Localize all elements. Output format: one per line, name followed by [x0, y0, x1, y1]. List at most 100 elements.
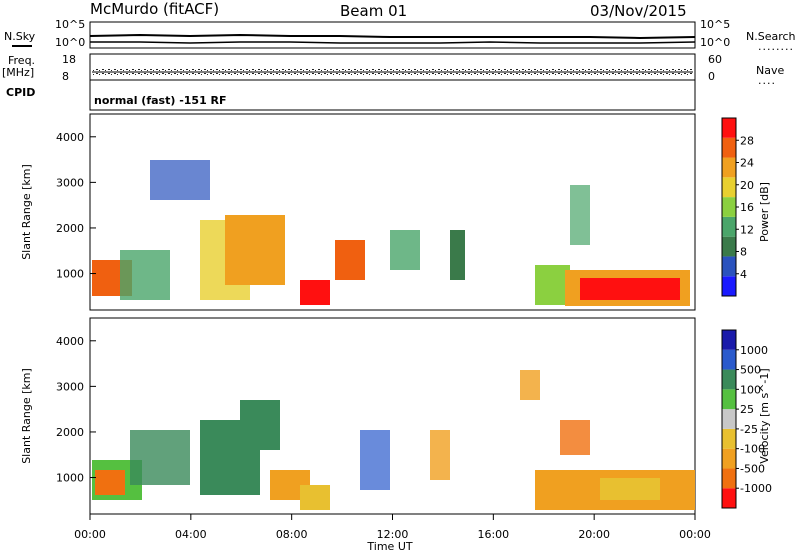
range-tick-label: 3000	[56, 176, 84, 189]
time-tick-label: 12:00	[377, 528, 409, 541]
noise-ticks: 10^5 10^0 10^5 10^0	[55, 18, 730, 49]
station-title: McMurdo (fitACF)	[90, 0, 220, 18]
velocity-echo-5	[240, 400, 280, 450]
velocity-colorbar-tick-label: 1000	[740, 344, 768, 357]
freq-left-tick: 8	[62, 70, 69, 83]
velocity-heatmap	[92, 370, 695, 510]
velocity-colorbar-frame	[721, 329, 737, 509]
velocity-ylabel: Slant Range [km]	[20, 368, 33, 464]
velocity-colorbar-swatch	[722, 448, 736, 469]
time-tick-label: 00:00	[74, 528, 106, 541]
power-colorbar-tick-label: 8	[740, 246, 747, 259]
velocity-echo-9	[430, 430, 450, 480]
velocity-colorbar-swatch	[722, 330, 736, 350]
velocity-colorbar-swatch	[722, 468, 736, 489]
cpid-text: normal (fast) -151 RF	[94, 94, 227, 107]
power-colorbar-swatch	[722, 216, 736, 237]
power-echo-6	[335, 240, 365, 280]
power-ylabel: Slant Range [km]	[20, 164, 33, 260]
velocity-echo-3	[130, 430, 190, 485]
time-tick-label: 04:00	[175, 528, 207, 541]
velocity-colorbar-label: Velocity [m s^-1]	[758, 368, 771, 463]
range-tick-label: 4000	[56, 131, 84, 144]
power-heatmap	[92, 160, 690, 306]
power-colorbar-swatch	[722, 197, 736, 217]
velocity-echo-13	[520, 370, 540, 400]
power-colorbar-swatch	[722, 118, 736, 138]
power-colorbar-tick-label: 28	[740, 134, 754, 147]
noise-right-tick: 10^0	[700, 36, 730, 49]
velocity-yticks: 1000 2000 3000 4000	[56, 335, 96, 485]
power-echo-12	[580, 278, 680, 300]
time-tick-label: 00:00	[679, 528, 711, 541]
x-axis-label: Time UT	[366, 540, 412, 553]
range-tick-label: 2000	[56, 426, 84, 439]
power-echo-8	[390, 230, 420, 270]
noise-left-tick: 10^5	[55, 18, 85, 31]
power-echo-5	[300, 280, 330, 305]
range-tick-label: 1000	[56, 472, 84, 485]
noise-right-tick: 10^5	[700, 18, 730, 31]
power-colorbar-swatch	[722, 256, 736, 277]
power-echo-13	[570, 185, 590, 245]
velocity-colorbar-swatch	[722, 428, 736, 449]
velocity-colorbar-swatch	[722, 488, 736, 508]
freq-ticks: 18 8 60 0	[62, 53, 722, 83]
velocity-colorbar-swatch	[722, 409, 736, 429]
power-echo-2	[120, 250, 170, 300]
power-echo-9	[450, 230, 465, 280]
velocity-echo-2	[95, 470, 125, 495]
velocity-colorbar-swatch	[722, 369, 736, 390]
power-panel-frame	[89, 113, 696, 311]
power-colorbar-swatch	[722, 177, 736, 198]
range-tick-label: 4000	[56, 335, 84, 348]
range-tick-label: 1000	[56, 268, 84, 281]
time-tick-label: 20:00	[578, 528, 610, 541]
velocity-colorbar-tick-label: 500	[740, 364, 761, 377]
velocity-colorbar: 1000 500 100 25 -25 -100 -500 -1000	[721, 329, 772, 509]
velocity-echo-12	[560, 420, 590, 455]
nsearch-dots: ........	[758, 40, 794, 53]
power-colorbar-swatch	[722, 157, 736, 178]
freq-left-tick: 18	[62, 53, 76, 66]
nsearch-label: N.Search	[746, 30, 796, 43]
freq-unit-label: [MHz]	[2, 66, 35, 79]
range-tick-label: 3000	[56, 380, 84, 393]
power-colorbar-tick-label: 16	[740, 201, 754, 214]
beam-title: Beam 01	[340, 2, 408, 20]
power-colorbar-swatch	[722, 137, 736, 158]
power-colorbar-tick-label: 4	[740, 268, 747, 281]
power-echo-7	[150, 160, 210, 200]
velocity-colorbar-swatch	[722, 349, 736, 370]
freq-right-tick: 0	[708, 70, 715, 83]
power-echo-4	[225, 215, 285, 285]
date-title: 03/Nov/2015	[590, 2, 687, 20]
nave-label: Nave	[756, 64, 785, 77]
velocity-colorbar-tick-label: -100	[740, 443, 765, 456]
power-echo-10	[535, 265, 570, 305]
velocity-colorbar-tick-label: -500	[740, 462, 765, 475]
velocity-echo-7	[300, 485, 330, 510]
power-colorbar-swatch	[722, 236, 736, 257]
velocity-colorbar-tick-label: 25	[740, 403, 754, 416]
velocity-colorbar-swatch	[722, 389, 736, 410]
power-colorbar-label: Power [dB]	[758, 182, 771, 242]
x-ticks: 00:00 04:00 08:00 12:00 16:00 20:00 00:00	[74, 514, 711, 541]
power-colorbar: 28 24 20 16 12 8 4	[721, 117, 754, 297]
velocity-colorbar-tick-label: 100	[740, 383, 761, 396]
velocity-colorbar-tick-label: -1000	[740, 482, 772, 495]
power-colorbar-tick-label: 20	[740, 179, 754, 192]
velocity-colorbar-tick-label: -25	[740, 423, 758, 436]
velocity-echo-8	[360, 430, 390, 490]
freq-scatter	[92, 69, 693, 77]
noise-line-bottom	[90, 41, 696, 44]
range-tick-label: 2000	[56, 222, 84, 235]
time-tick-label: 16:00	[477, 528, 509, 541]
freq-label: Freq.	[8, 54, 36, 67]
nsky-label: N.Sky	[4, 30, 36, 43]
nsky-line	[12, 45, 32, 47]
power-colorbar-swatch	[722, 276, 736, 296]
power-colorbar-tick-label: 24	[740, 157, 754, 170]
cpid-label: CPID	[6, 86, 36, 99]
nave-dots: ....	[758, 74, 776, 87]
